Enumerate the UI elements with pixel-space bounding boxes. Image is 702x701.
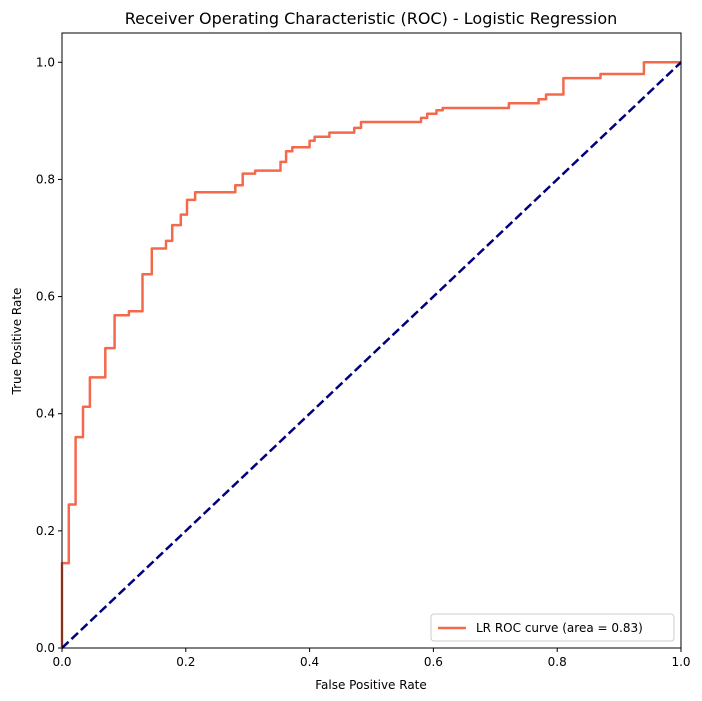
legend: LR ROC curve (area = 0.83)	[430, 613, 675, 642]
y-tick-label: 0.6	[36, 290, 55, 304]
y-tick-label: 0.4	[36, 407, 55, 421]
y-axis-label: True Positive Rate	[10, 288, 24, 396]
x-tick-label: 0.0	[52, 655, 71, 669]
x-tick-label: 0.2	[176, 655, 195, 669]
series-lines	[60, 61, 682, 649]
x-axis-ticks: 0.0 0.2 0.4 0.6 0.8 1.0	[52, 648, 691, 669]
y-axis-ticks: 0.0 0.2 0.4 0.6 0.8 1.0	[36, 55, 62, 655]
roc-curve-line	[60, 61, 681, 648]
x-tick-label: 1.0	[671, 655, 690, 669]
x-tick-label: 0.6	[424, 655, 443, 669]
chance-diagonal-line	[61, 61, 682, 649]
chart-title: Receiver Operating Characteristic (ROC) …	[125, 9, 618, 28]
x-tick-label: 0.8	[548, 655, 567, 669]
y-tick-label: 0.0	[36, 641, 55, 655]
plot-frame	[61, 32, 682, 649]
x-axis-label: False Positive Rate	[315, 678, 427, 692]
legend-frame	[430, 613, 675, 642]
y-tick-label: 0.2	[36, 524, 55, 538]
legend-label: LR ROC curve (area = 0.83)	[476, 621, 643, 635]
y-tick-label: 0.8	[36, 172, 55, 186]
x-tick-label: 0.4	[300, 655, 319, 669]
plot-area	[62, 33, 681, 648]
y-tick-label: 1.0	[36, 55, 55, 69]
